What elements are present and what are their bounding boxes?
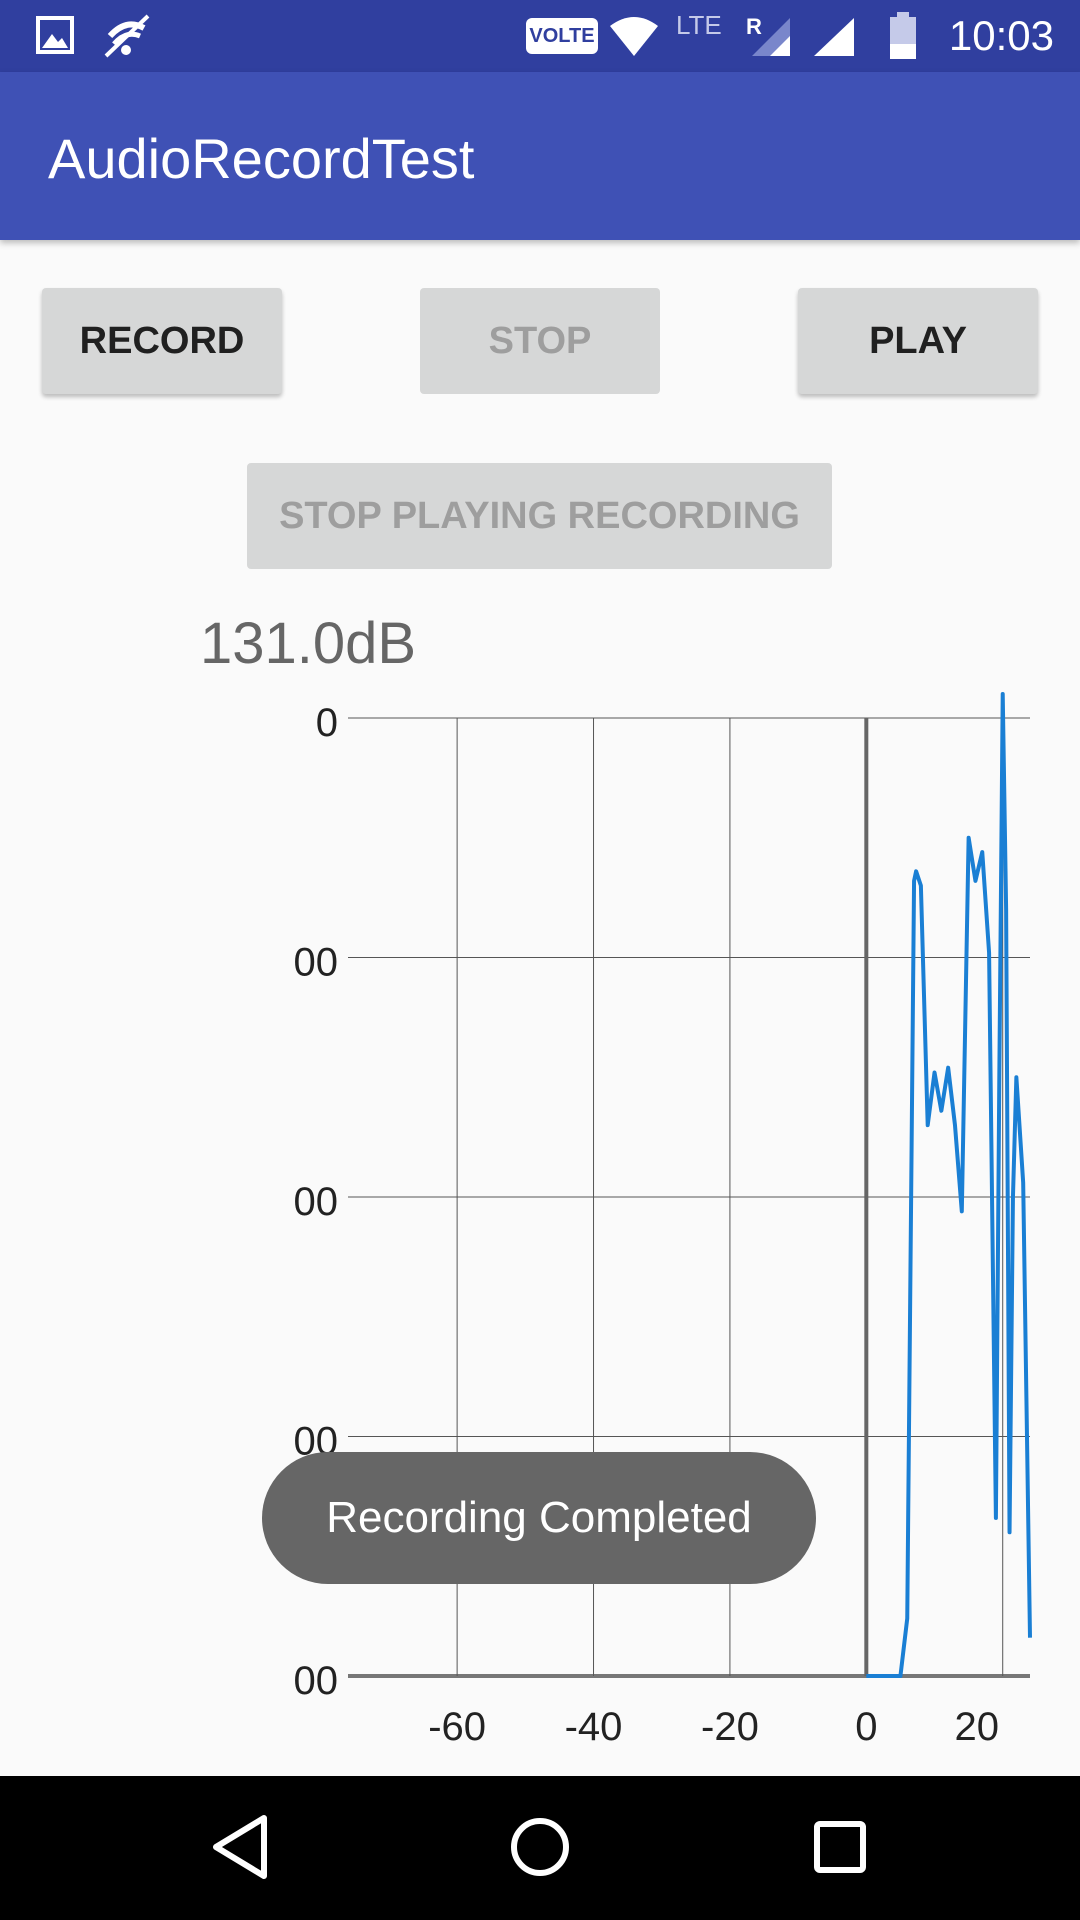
back-icon[interactable] <box>210 1812 270 1882</box>
image-icon <box>36 16 74 54</box>
recents-icon[interactable] <box>812 1812 868 1882</box>
y-tick-label: 00 <box>294 941 339 985</box>
app-title: AudioRecordTest <box>48 127 475 190</box>
y-tick-label: 00 <box>294 1659 339 1703</box>
level-series-line <box>866 692 1032 1678</box>
signal-icon <box>814 18 854 56</box>
record-button-label: RECORD <box>79 319 245 362</box>
y-tick-label: 0 <box>316 701 338 745</box>
volte-badge: VOLTE <box>526 18 598 54</box>
lte-label: LTE <box>676 10 722 40</box>
db-level-readout: 131.0dB <box>200 611 417 676</box>
record-button[interactable]: RECORD <box>42 288 282 394</box>
nav-bar <box>0 1776 1080 1920</box>
app-bar: AudioRecordTest <box>0 72 1080 240</box>
x-tick-label: -20 <box>701 1705 759 1749</box>
x-tick-label: -40 <box>565 1705 623 1749</box>
stop-playing-button[interactable]: STOP PLAYING RECORDING <box>247 463 832 569</box>
stop-button[interactable]: STOP <box>420 288 660 394</box>
x-tick-label: 20 <box>954 1705 999 1749</box>
wifi-icon <box>610 17 658 56</box>
status-bar: VOLTE LTE R 10:03 <box>0 0 1080 72</box>
home-icon[interactable] <box>508 1812 572 1882</box>
x-tick-label: -60 <box>428 1705 486 1749</box>
roaming-label: R <box>746 14 762 39</box>
y-tick-label: 00 <box>294 1180 339 1224</box>
stop-playing-button-label: STOP PLAYING RECORDING <box>279 494 800 537</box>
mute-icon <box>104 14 150 58</box>
play-button[interactable]: PLAY <box>798 288 1038 394</box>
battery-icon <box>890 12 916 59</box>
toast-text: Recording Completed <box>326 1493 752 1542</box>
x-tick-label: 0 <box>855 1705 877 1749</box>
play-button-label: PLAY <box>869 319 967 362</box>
toast-message: Recording Completed <box>262 1452 816 1584</box>
signal-icon <box>752 18 790 56</box>
stop-button-label: STOP <box>488 319 592 362</box>
status-clock: 10:03 <box>948 12 1054 59</box>
volte-label: VOLTE <box>529 24 595 47</box>
